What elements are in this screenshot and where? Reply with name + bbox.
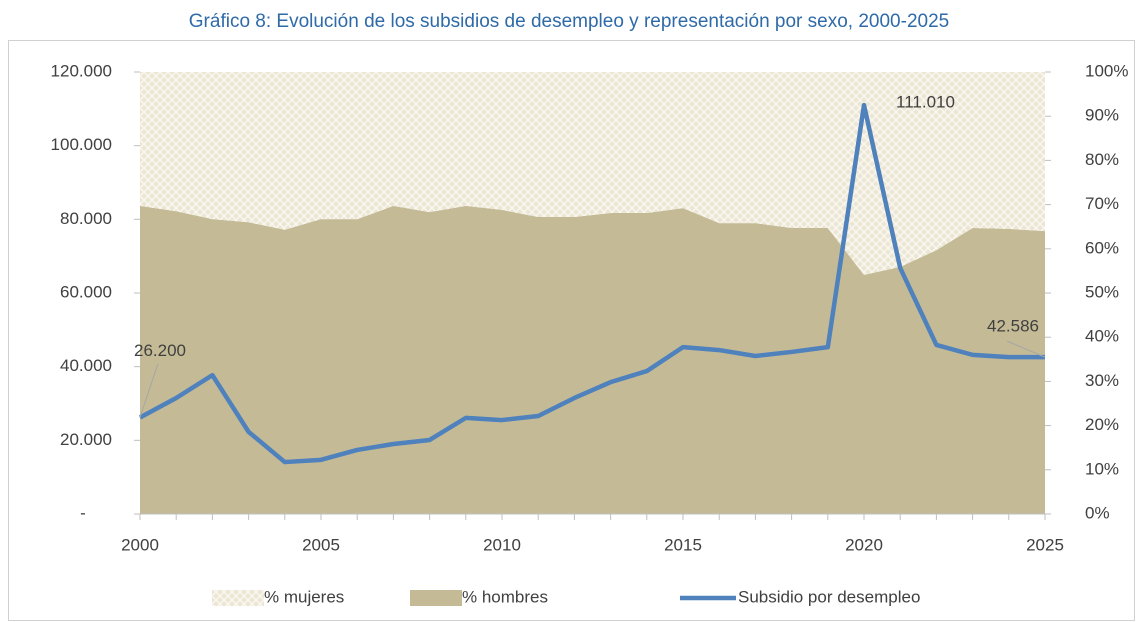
leader-line — [1006, 340, 1046, 358]
labels: 26.200 111.010 42.586 — [134, 93, 1046, 418]
leader-line — [139, 363, 159, 418]
data-label: 42.586 — [987, 317, 1039, 336]
areas — [140, 72, 1045, 514]
y2-tick-label: 80% — [1085, 150, 1119, 169]
y-tick-label: 40.000 — [60, 356, 112, 375]
data-label: 26.200 — [134, 341, 186, 360]
y-tick-label: 120.000 — [51, 61, 112, 80]
y2-tick-label: 0% — [1085, 503, 1110, 522]
chart-title: Gráfico 8: Evolución de los subsidios de… — [189, 11, 949, 32]
chart-frame — [8, 40, 1135, 621]
area — [140, 72, 1045, 275]
y2-tick-label: 30% — [1085, 371, 1119, 390]
area — [140, 205, 1045, 514]
data-label: 111.010 — [896, 93, 955, 112]
legend-label: % mujeres — [264, 587, 344, 606]
lines — [138, 102, 1046, 465]
x-tick-label: 2005 — [302, 535, 340, 554]
y-tick-label: 60.000 — [60, 282, 112, 301]
y2-tick-label: 70% — [1085, 194, 1119, 213]
y2-tick-label: 100% — [1085, 61, 1128, 80]
y-tick-label: 100.000 — [51, 135, 112, 154]
x-tick-label: 2010 — [483, 535, 521, 554]
legend-swatch — [410, 590, 462, 606]
y-tick-label: 80.000 — [60, 209, 112, 228]
legend: % mujeres % hombres Subsidio por desempleo — [212, 587, 920, 606]
legend-label: % hombres — [462, 587, 548, 606]
y2-tick-label: 60% — [1085, 238, 1119, 257]
y2-tick-label: 50% — [1085, 282, 1119, 301]
x-tick-label: 2015 — [664, 535, 702, 554]
x-tick-label: 2020 — [845, 535, 883, 554]
x-tick-label: 2025 — [1026, 535, 1064, 554]
legend-label: Subsidio por desempleo — [738, 587, 920, 606]
y2-tick-label: 40% — [1085, 327, 1119, 346]
x-tick-label: 2000 — [121, 535, 159, 554]
y2-tick-label: 10% — [1085, 459, 1119, 478]
line — [138, 102, 1046, 465]
y-tick-label: - — [80, 503, 86, 522]
y2-tick-label: 90% — [1085, 106, 1119, 125]
y-tick-label: 20.000 — [60, 430, 112, 449]
y2-tick-label: 20% — [1085, 415, 1119, 434]
legend-swatch — [212, 590, 264, 606]
axes: 2000 2005 2010 2015 2020 2025 - 20.000 40.000 60.… — [51, 61, 1129, 554]
